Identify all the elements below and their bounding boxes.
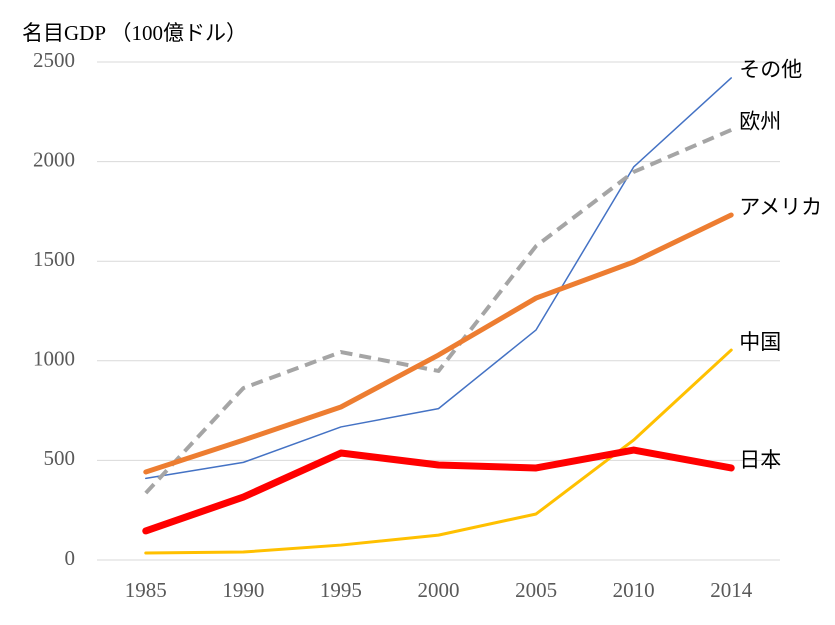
x-tick-label: 1995 — [320, 578, 362, 602]
x-tick-label: 2014 — [710, 578, 753, 602]
y-tick-label: 2000 — [33, 147, 75, 171]
series-label: 日本 — [739, 448, 781, 472]
y-tick-label: 1500 — [33, 247, 75, 271]
chart-title: 名目GDP （100億ドル） — [22, 21, 247, 45]
x-tick-label: 2010 — [613, 578, 655, 602]
y-tick-label: 0 — [65, 546, 76, 570]
x-tick-label: 1990 — [222, 578, 264, 602]
series-label: その他 — [739, 58, 802, 82]
series-label: 欧州 — [739, 110, 781, 134]
series-line — [143, 212, 734, 475]
x-tick-label: 2005 — [515, 578, 557, 602]
series-label: アメリカ — [739, 195, 822, 219]
series-line — [144, 348, 733, 555]
series-line — [144, 128, 733, 495]
x-tick-label: 2000 — [418, 578, 460, 602]
y-tick-label: 2500 — [33, 48, 75, 72]
series-line — [145, 77, 732, 480]
y-tick-label: 500 — [44, 446, 76, 470]
series-line — [142, 446, 735, 535]
x-tick-label: 1985 — [125, 578, 167, 602]
y-tick-label: 1000 — [33, 347, 75, 371]
series-label: 中国 — [739, 330, 781, 354]
